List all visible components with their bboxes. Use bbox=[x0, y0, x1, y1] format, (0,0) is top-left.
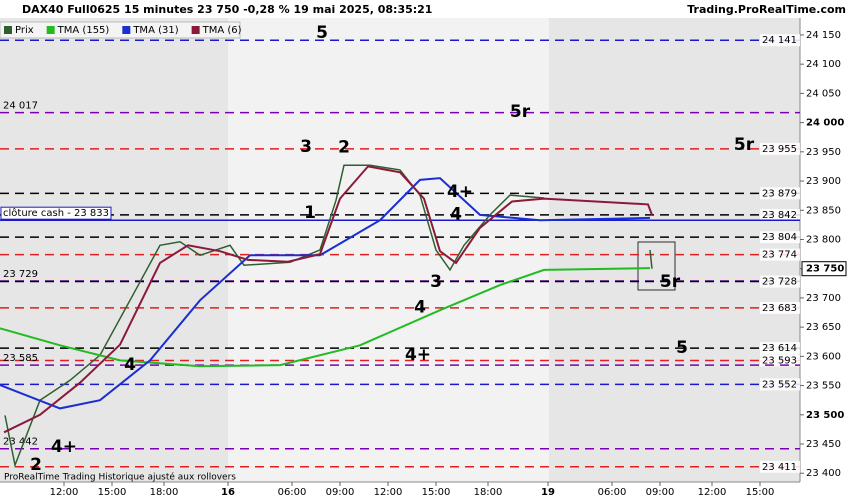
y-tick-label: 23 950 bbox=[806, 147, 841, 158]
series-line bbox=[3, 165, 653, 434]
level-label: 24 017 bbox=[3, 101, 38, 112]
wave-label: 2 bbox=[30, 455, 42, 475]
wave-label: 5r bbox=[660, 272, 681, 292]
y-tick-label: 23 400 bbox=[806, 468, 841, 479]
x-tick-label: 18:00 bbox=[474, 487, 503, 498]
y-tick-label: 23 900 bbox=[806, 176, 841, 187]
level-label: 23 411 bbox=[762, 462, 797, 473]
header-bg bbox=[0, 0, 850, 18]
wave-label: 5r bbox=[510, 102, 531, 122]
y-tick-label: 23 650 bbox=[806, 322, 841, 333]
level-label: 23 804 bbox=[762, 232, 797, 243]
series-line bbox=[0, 267, 651, 368]
wave-label: 5 bbox=[316, 23, 328, 43]
wave-label: 3 bbox=[430, 272, 442, 292]
legend-label: TMA (31) bbox=[132, 25, 178, 36]
x-tick-label: 16 bbox=[221, 487, 235, 498]
y-tick-label: 23 800 bbox=[806, 234, 841, 245]
session-band bbox=[228, 18, 549, 482]
x-tick-label: 06:00 bbox=[598, 487, 627, 498]
x-tick-label: 06:00 bbox=[278, 487, 307, 498]
level-label-bg bbox=[760, 142, 800, 155]
level-label-bg bbox=[760, 275, 800, 288]
y-tick-label: 24 100 bbox=[806, 59, 841, 70]
level-label-bg bbox=[760, 354, 800, 367]
level-label: 23 593 bbox=[762, 355, 797, 366]
x-tick-label: 15:00 bbox=[98, 487, 127, 498]
x-tick-label: 12:00 bbox=[698, 487, 727, 498]
wave-label: 4 bbox=[450, 204, 462, 224]
x-tick-label: 18:00 bbox=[150, 487, 179, 498]
level-label-bg bbox=[760, 231, 800, 244]
level-label: clôture cash - 23 833 bbox=[3, 207, 109, 219]
level-label-bg bbox=[760, 342, 800, 355]
level-label-bg bbox=[760, 378, 800, 391]
y-tick-label: 24 050 bbox=[806, 88, 841, 99]
footer: ProRealTime Trading Historique ajusté au… bbox=[4, 472, 236, 483]
level-label-bg bbox=[0, 206, 112, 220]
x-tick-label: 19 bbox=[541, 487, 555, 498]
level-label: 23 955 bbox=[762, 144, 797, 155]
wave-label: 4 bbox=[414, 297, 426, 317]
level-label-bg bbox=[760, 208, 800, 221]
x-tick-label: 09:00 bbox=[326, 487, 355, 498]
y-tick-label: 24 000 bbox=[806, 118, 844, 129]
wave-label: 4+ bbox=[405, 345, 431, 365]
level-label: 23 585 bbox=[3, 353, 38, 364]
y-tick-label: 23 700 bbox=[806, 293, 841, 304]
y-tick-label: 24 150 bbox=[806, 30, 841, 41]
level-label: 24 141 bbox=[762, 35, 797, 46]
level-label-bg bbox=[760, 187, 800, 200]
level-label: 23 552 bbox=[762, 379, 797, 390]
y-tick-label: 23 850 bbox=[806, 205, 841, 216]
x-axis-bg bbox=[0, 482, 850, 500]
level-label-bg bbox=[760, 248, 800, 261]
x-tick-label: 15:00 bbox=[746, 487, 775, 498]
level-label-bg bbox=[760, 301, 800, 314]
legend-swatch bbox=[122, 26, 131, 34]
legend-label: Prix bbox=[15, 25, 34, 36]
x-tick-label: 09:00 bbox=[646, 487, 675, 498]
level-label-bg bbox=[760, 460, 800, 473]
level-label-bg bbox=[760, 34, 800, 47]
legend-label: TMA (155) bbox=[57, 25, 110, 36]
x-tick-label: 15:00 bbox=[422, 487, 451, 498]
level-label: 23 879 bbox=[762, 188, 797, 199]
wave-label: 2 bbox=[338, 138, 350, 158]
wave-label: 4 bbox=[124, 355, 136, 375]
level-label: 23 728 bbox=[762, 277, 797, 288]
series-line bbox=[0, 177, 651, 410]
legend-swatch bbox=[4, 26, 12, 34]
y-tick-label: 23 500 bbox=[806, 410, 844, 421]
x-tick-label: 12:00 bbox=[50, 487, 79, 498]
legend-swatch bbox=[46, 26, 55, 34]
y-tick-label: 23 550 bbox=[806, 381, 841, 392]
level-label: 23 614 bbox=[762, 343, 797, 354]
level-label: 23 442 bbox=[3, 437, 38, 448]
y-tick-label: 23 450 bbox=[806, 439, 841, 450]
legend-swatch bbox=[191, 26, 200, 34]
last-price-box bbox=[801, 261, 847, 277]
level-label: 23 683 bbox=[762, 303, 797, 314]
chart-title: DAX40 Full0625 15 minutes 23 750 -0,28 %… bbox=[22, 3, 432, 16]
level-label: 23 774 bbox=[762, 250, 797, 261]
zone-box bbox=[637, 241, 676, 291]
level-label: 23 729 bbox=[3, 269, 38, 280]
y-tick-label: 23 600 bbox=[806, 351, 841, 362]
y-axis-bg bbox=[800, 18, 850, 482]
x-tick-label: 12:00 bbox=[374, 487, 403, 498]
wave-label: 5r bbox=[734, 135, 755, 155]
wave-label: 3 bbox=[300, 137, 312, 157]
source: Trading.ProRealTime.com bbox=[687, 3, 846, 16]
level-label: 23 842 bbox=[762, 210, 797, 221]
legend-bg bbox=[0, 21, 241, 39]
wave-label: 4+ bbox=[51, 437, 77, 457]
wave-label: 5 bbox=[676, 338, 688, 358]
last-price-label: 23 750 bbox=[806, 264, 844, 275]
legend-label: TMA (6) bbox=[202, 25, 242, 36]
wave-label: 1 bbox=[304, 203, 316, 223]
wave-label: 4+ bbox=[447, 182, 473, 202]
